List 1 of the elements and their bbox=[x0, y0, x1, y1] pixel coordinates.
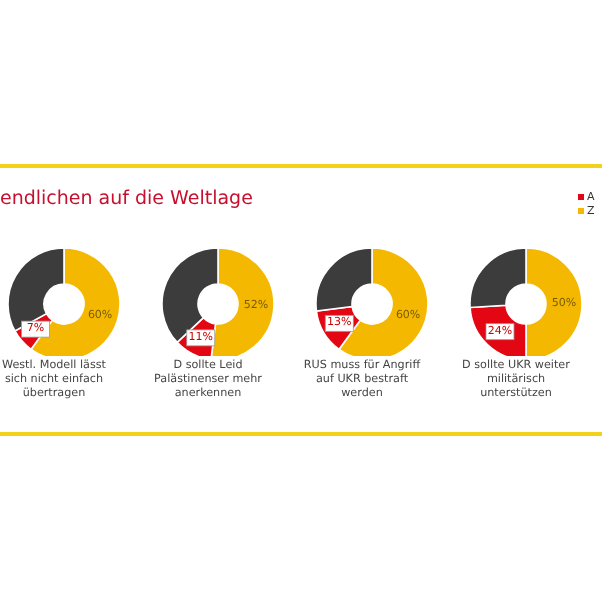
chart-title: endlichen auf die Weltlage bbox=[0, 188, 253, 210]
